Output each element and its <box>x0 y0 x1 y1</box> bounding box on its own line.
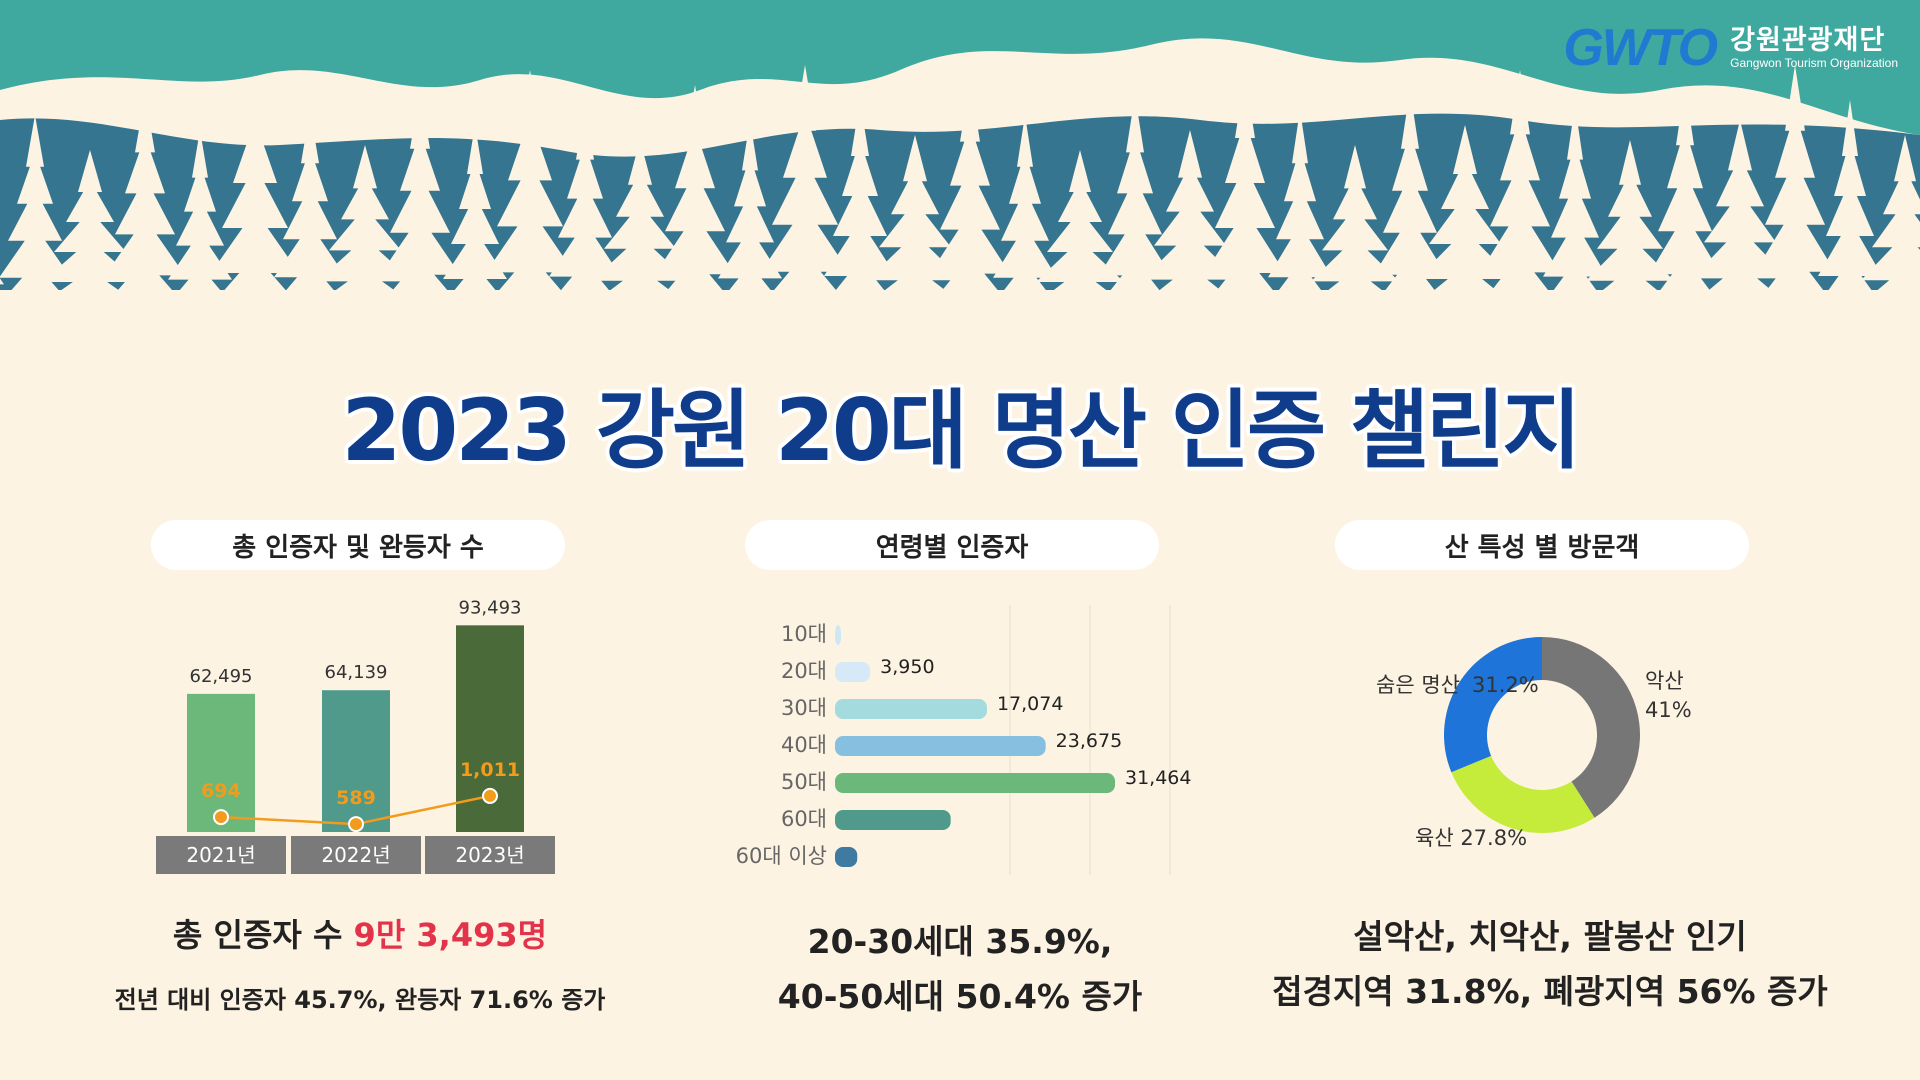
ground <box>0 295 1920 330</box>
completion-value-label: 694 <box>201 780 241 802</box>
slice-value-label: 31.2% <box>1472 673 1539 697</box>
age-bar <box>835 847 858 867</box>
logo-mark: GWTO <box>1563 19 1718 77</box>
pine-tree <box>1195 75 1295 318</box>
pine-tree <box>0 115 80 315</box>
mountain-caption-line2: 접경지역 31.8%, 폐광지역 56% 증가 <box>1272 972 1828 1011</box>
age-category-label: 10대 <box>781 622 827 646</box>
pine-tree <box>1640 85 1730 318</box>
forest-banner <box>0 0 1920 330</box>
category-label: 2022년 <box>321 843 390 867</box>
category-label: 2023년 <box>455 843 524 867</box>
donut-slice-2 <box>1451 755 1595 833</box>
category-box <box>425 836 555 874</box>
age-bar <box>835 625 841 645</box>
pine-tree <box>1850 135 1920 314</box>
pine-tree <box>540 105 630 316</box>
page-title: 2023 강원 20대 명산 인증 챌린지 <box>341 381 1582 481</box>
category-box <box>291 836 421 874</box>
age-bar-chart: 10대 20대 3,950 30대 17,074 40대 23,675 50대 31,464 60… <box>736 605 1191 875</box>
age-category-label: 50대 <box>781 770 827 794</box>
age-bar <box>835 810 951 830</box>
age-bar <box>835 736 1046 756</box>
totals-caption: 총 인증자 수 9만 3,493명 <box>100 910 620 956</box>
completion-point <box>213 809 229 826</box>
pine-tree <box>815 100 905 316</box>
completion-value-label: 1,011 <box>460 759 520 781</box>
age-bar-value-label: 31,464 <box>1125 767 1191 789</box>
pine-tree <box>200 75 310 318</box>
pine-tree <box>1535 105 1615 316</box>
logo-name-english: Gangwon Tourism Organization <box>1730 55 1898 70</box>
pine-tree <box>1810 100 1890 316</box>
pine-tree <box>95 95 195 317</box>
age-category-label: 30대 <box>781 696 827 720</box>
donut-slice-1 <box>1542 637 1640 818</box>
slice-value-label: 41% <box>1645 698 1692 722</box>
totals-caption-prefix: 총 인증자 수 <box>172 916 354 954</box>
pine-tree <box>370 90 470 317</box>
completion-point <box>348 816 364 833</box>
panel-heading-age: 연령별 인증자 <box>745 520 1159 570</box>
age-bar <box>835 662 871 682</box>
gwto-logo: GWTO 강원관광재단 Gangwon Tourism Organization <box>1563 18 1898 78</box>
age-caption-line2: 40-50세대 50.4% 증가 <box>777 977 1143 1016</box>
slice-label: 육산 27.8% <box>1415 826 1527 850</box>
bar-2 <box>322 690 390 832</box>
bar-1 <box>187 693 255 832</box>
pine-tree <box>920 80 1020 318</box>
category-box <box>156 836 286 874</box>
panel-heading-totals: 총 인증자 및 완등자 수 <box>151 520 565 570</box>
pine-tree <box>1365 90 1455 317</box>
pine-tree <box>985 115 1065 315</box>
completion-point <box>482 787 498 804</box>
totals-subcaption: 전년 대비 인증자 45.7%, 완등자 71.6% 증가 <box>114 986 606 1014</box>
pine-tree <box>750 65 860 319</box>
totals-bar-chart: 62,495 2021년 64,139 2022년 93,493 2023년 694 589 1… <box>156 600 555 874</box>
pine-tree <box>1090 95 1180 317</box>
age-category-label: 60대 <box>781 807 827 831</box>
slice-label: 숨은 명산 <box>1376 673 1460 697</box>
age-bar-value-label: 23,675 <box>1056 730 1122 752</box>
age-caption-line1: 20-30세대 35.9%, <box>807 922 1113 961</box>
age-category-label: 40대 <box>781 733 827 757</box>
age-bar <box>835 773 1115 793</box>
bar-value-label: 93,493 <box>459 600 522 618</box>
age-category-label: 60대 이상 <box>736 844 827 868</box>
bar-value-label: 62,495 <box>190 666 253 687</box>
completion-value-label: 589 <box>336 787 376 809</box>
category-label: 2021년 <box>186 843 255 867</box>
slice-label: 악산 <box>1645 669 1684 693</box>
age-bar-value-label: 3,950 <box>880 656 934 678</box>
age-category-label: 20대 <box>781 659 827 683</box>
age-bar <box>835 699 987 719</box>
logo-name-korean: 강원관광재단 <box>1730 25 1886 57</box>
mountain-type-donut-chart: 악산 41% 육산 27.8% 숨은 명산 31.2% <box>1376 637 1692 850</box>
mountain-caption-line1: 설악산, 치악산, 팔봉산 인기 <box>1353 917 1747 956</box>
pine-tree <box>645 85 745 318</box>
pine-tree <box>1745 65 1845 319</box>
pine-tree <box>1470 70 1570 319</box>
pine-tree <box>1260 110 1340 316</box>
panel-heading-mountain-type: 산 특성 별 방문객 <box>1335 520 1749 570</box>
bar-value-label: 64,139 <box>325 662 388 683</box>
totals-caption-highlight: 9만 3,493명 <box>353 916 548 954</box>
age-bar-value-label: 17,074 <box>997 693 1063 715</box>
donut-slice-3 <box>1444 637 1542 773</box>
pine-tree <box>475 70 585 319</box>
pine-tree <box>265 110 355 316</box>
